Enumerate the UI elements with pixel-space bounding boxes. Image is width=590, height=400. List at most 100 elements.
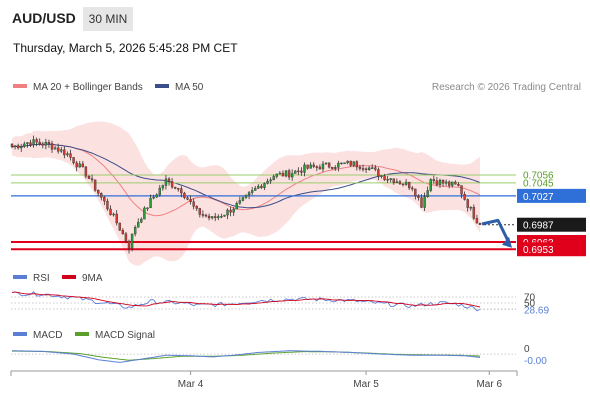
- candle-body: [158, 187, 161, 195]
- candle-body: [318, 166, 322, 170]
- forecast-arrow-path: [481, 218, 511, 244]
- candle-body: [321, 163, 325, 170]
- rsi-value-label: 28.69: [524, 305, 549, 316]
- candle-body: [420, 197, 423, 208]
- candlesticks: [10, 135, 482, 254]
- candle-body: [16, 145, 20, 149]
- candle-body: [72, 157, 75, 164]
- candle-body: [454, 181, 457, 185]
- candle-body: [38, 141, 41, 145]
- rsi-level-label: 50: [524, 299, 536, 310]
- candle-body: [220, 216, 223, 218]
- candle-body: [448, 181, 451, 186]
- chart-legend: MA 20 + Bollinger Bands MA 50 Research ©…: [13, 82, 581, 93]
- rsi-legend-label: RSI: [33, 273, 50, 284]
- candle-body: [112, 213, 115, 216]
- candle-body: [383, 175, 386, 181]
- bollinger-band-fill: [12, 121, 480, 266]
- candle-body: [364, 168, 368, 170]
- macd-legend: MACD MACD Signal: [13, 330, 155, 341]
- candle-body: [229, 209, 232, 213]
- candle-body: [272, 176, 275, 181]
- candle-body: [26, 142, 29, 145]
- candle-body: [346, 160, 349, 164]
- candle-body: [315, 166, 319, 168]
- candle-body: [103, 196, 106, 202]
- support-label: 0.6953: [523, 245, 554, 256]
- candle-body: [32, 139, 35, 146]
- candle-body: [432, 179, 436, 182]
- candle-body: [352, 161, 355, 166]
- candle-body: [355, 161, 359, 168]
- candle-body: [278, 172, 282, 175]
- rsi-line: [11, 291, 481, 312]
- candle-body: [392, 178, 395, 184]
- chart-datetime: Thursday, March 5, 2026 5:45:28 PM CET: [13, 41, 238, 55]
- candle-body: [10, 143, 14, 148]
- macd-signal-legend-label: MACD Signal: [95, 330, 155, 341]
- interval-badge[interactable]: 30 MIN: [83, 7, 133, 31]
- candle-body: [183, 192, 186, 198]
- candle-body: [127, 240, 131, 249]
- candle-body: [460, 185, 463, 195]
- time-axis-label: Mar 6: [476, 379, 502, 390]
- candle-body: [214, 216, 217, 219]
- candle-body: [210, 216, 214, 219]
- candle-body: [324, 162, 328, 165]
- candle-body: [297, 170, 300, 173]
- ma50-legend-label: MA 50: [175, 82, 204, 93]
- candle-body: [149, 197, 152, 209]
- candle-body: [257, 185, 260, 189]
- candle-body: [84, 166, 88, 177]
- candle-body: [93, 179, 97, 191]
- candle-body: [56, 147, 60, 152]
- macd-zero-label: 0: [524, 344, 530, 355]
- candle-body: [269, 179, 272, 182]
- candle-body: [118, 222, 121, 231]
- time-axis-label: Mar 4: [178, 379, 204, 390]
- candle-body: [20, 145, 23, 149]
- candle-body: [358, 166, 362, 169]
- candle-body: [241, 197, 245, 201]
- research-credit: Research © 2026 Trading Central: [432, 82, 581, 93]
- candle-body: [87, 176, 91, 179]
- candle-body: [109, 208, 112, 216]
- candle-body: [469, 206, 472, 209]
- candle-body: [133, 227, 137, 235]
- candle-body: [226, 209, 229, 216]
- candle-body: [284, 170, 288, 177]
- rsi-ma-legend-label: 9MA: [82, 273, 103, 284]
- candle-body: [232, 208, 235, 213]
- candle-body: [180, 188, 183, 194]
- candle-body: [457, 184, 460, 186]
- last-price-label: 0.6987: [523, 221, 554, 232]
- rsi-level-label: 70: [524, 293, 536, 304]
- macd-legend-swatch: [13, 332, 27, 336]
- candle-body: [50, 143, 54, 150]
- candle-body: [137, 221, 140, 228]
- candle-body: [78, 163, 81, 168]
- candle-body: [312, 164, 315, 167]
- candle-body: [389, 178, 392, 180]
- forecast-arrow: [481, 218, 512, 248]
- main-price-panel: [11, 121, 481, 266]
- candle-body: [167, 178, 171, 182]
- candle-body: [192, 201, 195, 207]
- candle-body: [478, 222, 482, 225]
- candle-body: [361, 168, 365, 170]
- candle-body: [152, 196, 155, 199]
- candle-body: [63, 149, 66, 156]
- candle-body: [170, 181, 174, 188]
- candle-body: [266, 180, 269, 184]
- candle-body: [247, 192, 251, 196]
- candle-body: [414, 188, 417, 197]
- candle-body: [44, 141, 48, 146]
- candle-body: [374, 167, 377, 170]
- candle-body: [244, 194, 248, 198]
- candle-body: [177, 188, 180, 190]
- candle-body: [23, 143, 26, 147]
- candle-body: [334, 167, 337, 169]
- candle-body: [121, 230, 125, 234]
